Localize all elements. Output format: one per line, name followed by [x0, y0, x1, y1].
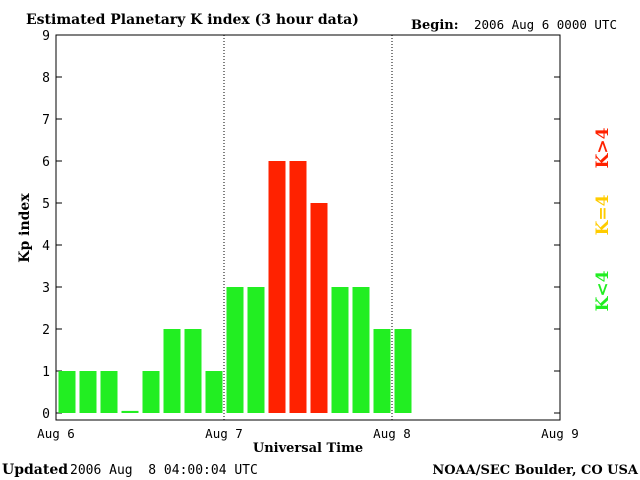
kp-bar	[226, 287, 244, 413]
kp-bar	[142, 371, 160, 413]
source-credit: NOAA/SEC Boulder, CO USA	[432, 463, 639, 478]
y-axis-label: Kp index	[17, 193, 33, 263]
kp-bar	[331, 287, 349, 413]
updated-label: Updated	[2, 462, 68, 478]
kp-bar	[394, 329, 412, 413]
plot-area	[55, 34, 561, 421]
day-separators	[223, 35, 393, 420]
y-tick-label: 6	[42, 155, 50, 170]
y-axis-tick-labels: 0 1 2 3 4 5 6 7 8 9	[42, 29, 50, 422]
y-tick-label: 1	[42, 365, 50, 380]
y-tick-label: 4	[42, 239, 50, 254]
kp-bar	[352, 287, 370, 413]
chart-title: Estimated Planetary K index (3 hour data…	[26, 12, 359, 28]
legend-mid: K=4	[593, 194, 613, 235]
y-tick-label: 5	[42, 197, 50, 212]
kp-bar	[205, 371, 223, 413]
x-axis-label: Universal Time	[253, 441, 363, 456]
x-axis-tick-labels: Aug 6 Aug 7 Aug 8 Aug 9	[37, 426, 579, 441]
kp-bar	[100, 371, 118, 413]
y-tick-label: 8	[42, 71, 50, 86]
legend-low: K<4	[593, 270, 613, 311]
kp-bar	[121, 410, 139, 413]
kp-bars	[58, 161, 412, 413]
begin-label: Begin:	[411, 18, 459, 33]
y-axis-ticks	[56, 34, 560, 414]
x-tick-label: Aug 6	[37, 426, 75, 441]
kp-bar	[310, 203, 328, 413]
kp-bar	[58, 371, 76, 413]
kp-bar	[79, 371, 97, 413]
kp-bar	[268, 161, 286, 413]
legend-high: K>4	[593, 127, 613, 168]
y-tick-label: 0	[42, 407, 50, 422]
updated-value: 2006 Aug 8 04:00:04 UTC	[70, 463, 258, 478]
kp-bar	[163, 329, 181, 413]
kp-bar	[373, 329, 391, 413]
x-tick-label: Aug 9	[541, 426, 579, 441]
begin-value: 2006 Aug 6 0000 UTC	[474, 17, 617, 32]
y-tick-label: 9	[42, 29, 50, 44]
x-tick-label: Aug 7	[205, 426, 243, 441]
y-tick-label: 2	[42, 323, 50, 338]
x-tick-label: Aug 8	[373, 426, 411, 441]
kp-bar	[289, 161, 307, 413]
y-tick-label: 7	[42, 113, 50, 128]
y-tick-label: 3	[42, 281, 50, 296]
kp-bar	[247, 287, 265, 413]
kp-bar	[184, 329, 202, 413]
